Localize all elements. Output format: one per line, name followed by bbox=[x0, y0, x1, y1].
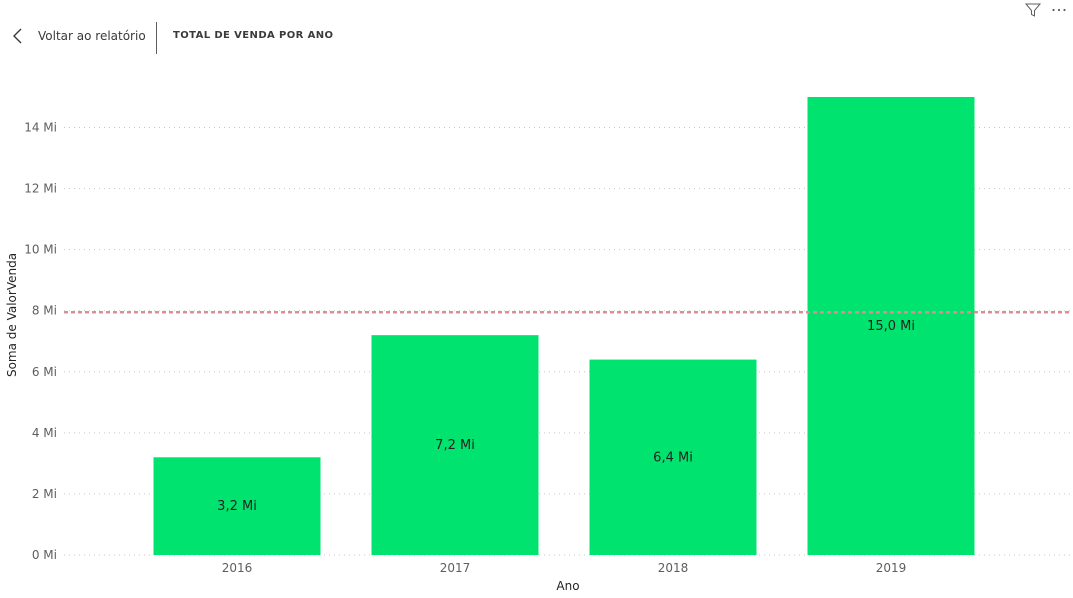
bars bbox=[153, 97, 975, 555]
x-tick-label: 2019 bbox=[876, 561, 907, 575]
more-options-icon[interactable] bbox=[1051, 2, 1067, 18]
x-axis-title: Ano bbox=[556, 579, 579, 593]
x-tick-label: 2018 bbox=[658, 561, 689, 575]
data-label-2018: 6,4 Mi bbox=[653, 450, 693, 465]
y-tick-label: 6 Mi bbox=[32, 365, 57, 379]
filter-icon[interactable] bbox=[1025, 2, 1041, 18]
bar-2018[interactable] bbox=[589, 359, 757, 555]
data-label-2016: 3,2 Mi bbox=[217, 499, 257, 514]
back-label: Voltar ao relatório bbox=[38, 29, 146, 43]
y-tick-label: 14 Mi bbox=[24, 121, 57, 135]
bar-2019[interactable] bbox=[807, 97, 975, 555]
bar-2016[interactable] bbox=[153, 457, 321, 555]
back-to-report-button[interactable]: Voltar ao relatório bbox=[10, 24, 146, 48]
header-divider bbox=[156, 22, 157, 54]
chevron-left-icon bbox=[13, 28, 22, 44]
y-axis-ticks: 0 Mi 2 Mi 4 Mi 6 Mi 8 Mi 10 Mi 12 Mi 14 Mi bbox=[24, 121, 57, 562]
x-tick-label: 2017 bbox=[440, 561, 471, 575]
x-tick-label: 2016 bbox=[222, 561, 253, 575]
y-tick-label: 10 Mi bbox=[24, 243, 57, 257]
visual-header-icons bbox=[1025, 2, 1067, 18]
y-tick-label: 12 Mi bbox=[24, 182, 57, 196]
y-tick-label: 8 Mi bbox=[32, 304, 57, 318]
x-axis-ticks: 2016 2017 2018 2019 bbox=[222, 561, 907, 575]
y-tick-label: 0 Mi bbox=[32, 548, 57, 562]
data-labels: 3,2 Mi 7,2 Mi 6,4 Mi 15,0 Mi bbox=[217, 319, 915, 514]
visual-title: TOTAL DE VENDA POR ANO bbox=[173, 30, 334, 41]
y-axis-title: Soma de ValorVenda bbox=[5, 253, 19, 377]
visual-header: Voltar ao relatório TOTAL DE VENDA POR A… bbox=[0, 0, 1073, 60]
y-tick-label: 2 Mi bbox=[32, 487, 57, 501]
bar-2017[interactable] bbox=[371, 335, 539, 555]
y-tick-label: 4 Mi bbox=[32, 426, 57, 440]
data-label-2017: 7,2 Mi bbox=[435, 438, 475, 453]
data-label-2019: 15,0 Mi bbox=[867, 319, 915, 334]
